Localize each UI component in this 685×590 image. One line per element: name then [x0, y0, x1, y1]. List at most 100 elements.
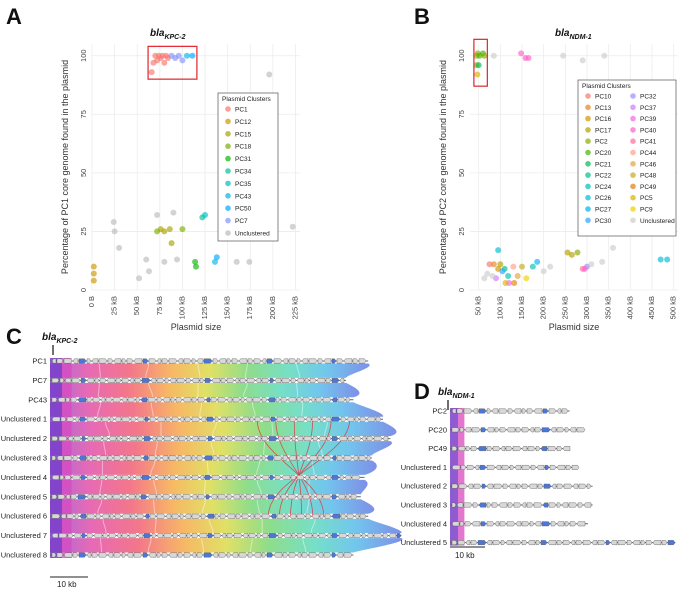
gene-arrow	[72, 455, 79, 461]
gene-arrow	[527, 446, 536, 451]
ribbon-seam	[103, 441, 107, 456]
gene-arrow	[319, 513, 325, 519]
gene-arrow	[198, 533, 208, 538]
ribbon-seam	[100, 538, 103, 553]
ribbon-seam	[97, 402, 102, 417]
gene-arrow	[261, 494, 268, 500]
data-point	[168, 240, 175, 247]
gene-arrow	[212, 552, 219, 558]
gene-arrow	[561, 408, 569, 414]
legend-marker	[630, 127, 636, 133]
gene-arrow	[71, 378, 81, 383]
gene-arrow	[486, 483, 494, 489]
sequence-label: Unclustered 2	[401, 482, 447, 491]
gene-arrow	[112, 494, 122, 500]
x-tick-label: 25 kB	[110, 296, 119, 315]
gene-arrow	[226, 416, 236, 422]
ribbon-seam	[548, 451, 551, 465]
gene-arrow	[326, 436, 332, 441]
gene-arrow	[352, 358, 359, 364]
gene-arrow	[549, 465, 557, 470]
gene-arrow	[226, 552, 232, 558]
gene-arrow	[308, 358, 318, 364]
gene-arrow	[204, 378, 212, 383]
x-tick-label: 225 kB	[290, 296, 299, 319]
gene-arrow	[51, 378, 60, 383]
gene-arrow	[115, 475, 122, 480]
gene-arrow	[463, 502, 473, 508]
gene-arrow	[577, 502, 584, 508]
data-point	[90, 270, 97, 277]
gene-arrow	[65, 494, 71, 500]
gene-arrow	[58, 533, 68, 538]
gene-arrow	[156, 533, 164, 538]
ribbon-seam	[150, 402, 154, 417]
gene-arrow	[214, 513, 220, 519]
gene-arrow	[231, 455, 239, 461]
gene-arrow	[95, 513, 102, 519]
data-point	[475, 62, 482, 69]
gene-arrow	[382, 436, 389, 441]
gene-arrow	[467, 483, 474, 489]
legend-title: Plasmid Clusters	[582, 83, 632, 90]
gene-arrow	[477, 540, 487, 545]
gene-arrow	[529, 521, 535, 527]
gene-arrow	[219, 513, 227, 519]
gene-arrow	[521, 465, 531, 470]
ribbon-seam	[99, 479, 103, 495]
gene-arrow	[168, 455, 178, 461]
gene-arrow	[261, 436, 269, 441]
gene-arrow	[186, 533, 192, 538]
gene-arrow	[562, 446, 571, 451]
gene-arrow	[645, 540, 653, 545]
gene-arrow	[98, 552, 108, 558]
gene-arrow	[107, 455, 114, 461]
gene-arrow	[239, 378, 247, 383]
gene-arrow	[142, 358, 149, 364]
gene-arrow	[78, 455, 87, 461]
gene-arrow	[261, 378, 270, 383]
gene-arrow	[184, 416, 192, 422]
gene-arrow	[246, 475, 256, 480]
gene-arrow	[113, 552, 122, 558]
crossing-link	[290, 419, 314, 517]
legend-marker	[585, 138, 591, 144]
data-point	[150, 59, 157, 66]
gene-arrow	[540, 540, 548, 545]
x-tick-label: 200 kB	[268, 296, 277, 319]
gene-arrow	[156, 513, 166, 519]
gene-arrow	[182, 494, 192, 500]
ribbon-seam	[302, 538, 307, 553]
gene-arrow	[276, 513, 285, 519]
ribbon-seam	[473, 488, 477, 503]
legend-entry: PC15	[235, 131, 252, 138]
sequence-label: Unclustered 8	[1, 551, 47, 560]
x-tick-label: 500 kB	[669, 296, 678, 319]
gene-arrow	[218, 455, 227, 461]
gene-arrow	[93, 533, 103, 538]
gene-arrow	[354, 513, 360, 519]
gene-arrow	[323, 552, 332, 558]
data-point	[154, 228, 161, 235]
panel-d-gene-title: blaNDM-1	[438, 387, 475, 400]
gene-arrow	[121, 397, 128, 403]
legend-marker	[225, 193, 231, 199]
gene-arrow	[302, 397, 311, 403]
synteny-ribbon	[50, 538, 403, 553]
data-point	[161, 59, 168, 66]
gene-arrow	[72, 552, 79, 558]
legend-marker	[585, 217, 591, 224]
legend-entry: PC46	[640, 161, 657, 168]
gene-arrow	[556, 427, 565, 433]
gene-arrow	[509, 465, 515, 470]
ribbon-seam	[549, 413, 554, 428]
gene-arrow	[287, 397, 297, 403]
gene-arrow	[312, 533, 319, 538]
gene-arrow	[102, 436, 109, 441]
gene-arrow	[179, 416, 185, 422]
gene-arrow	[515, 521, 522, 527]
ribbon-seam	[520, 488, 525, 503]
gene-arrow	[130, 416, 137, 422]
gene-arrow	[252, 397, 262, 403]
panel-c-gene-title: blaKPC-2	[42, 332, 78, 345]
